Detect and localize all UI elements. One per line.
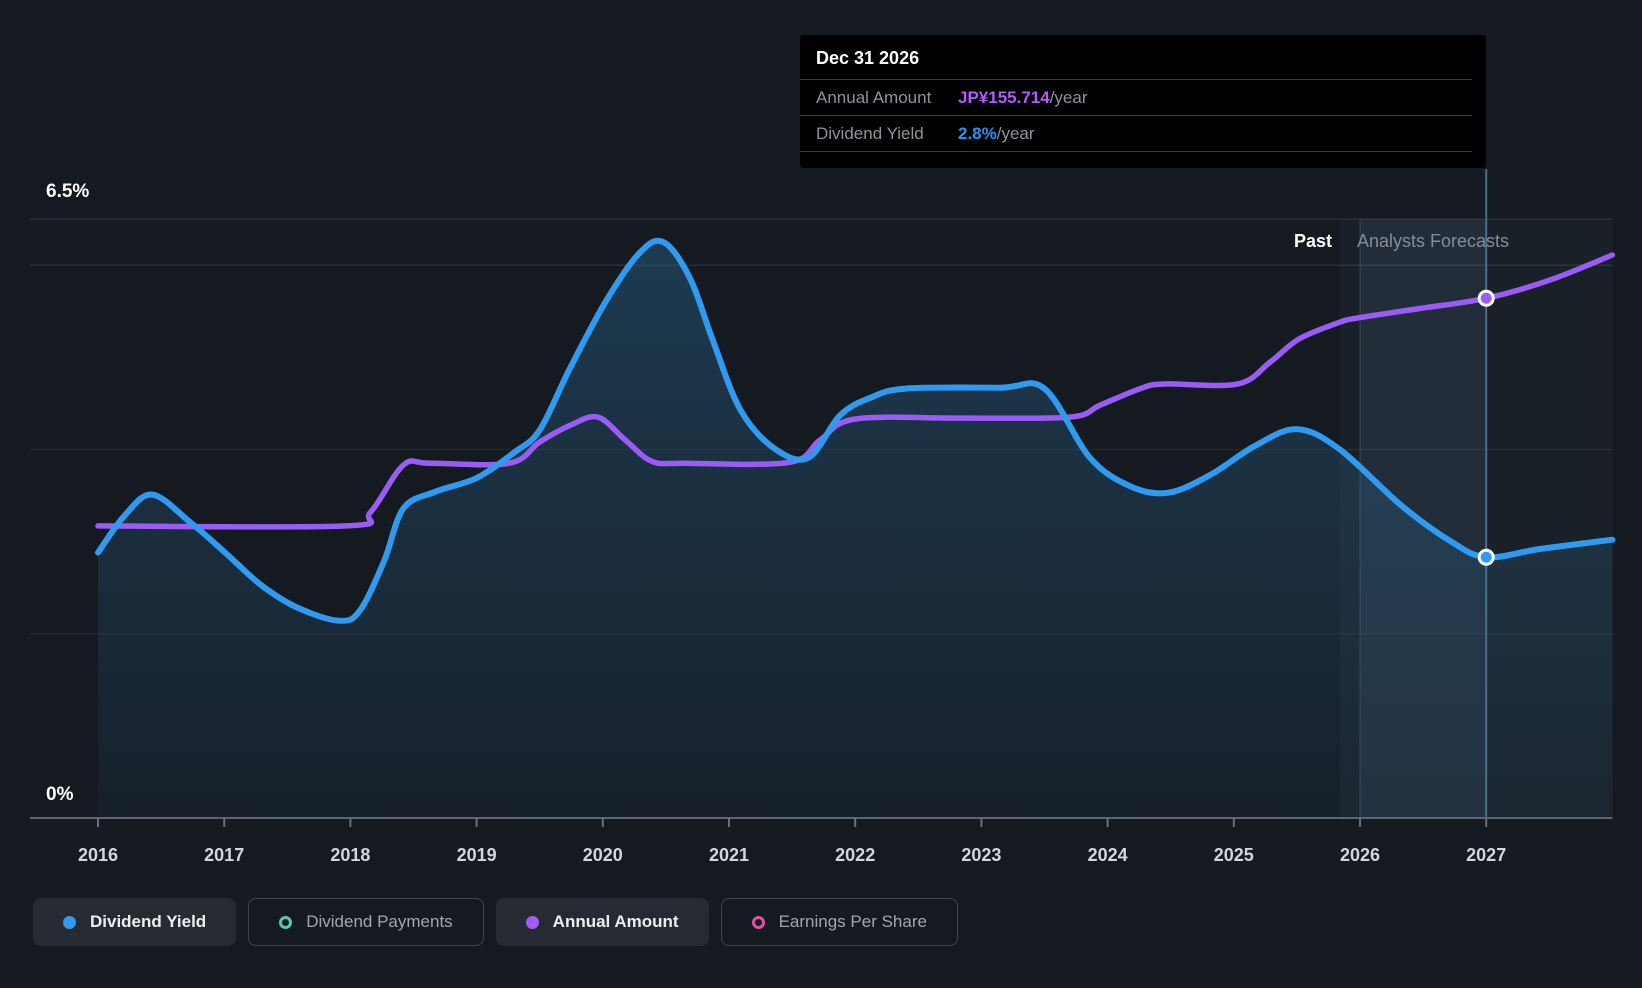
x-tick-label: 2017 (204, 845, 245, 865)
x-tick-label: 2021 (708, 845, 750, 865)
x-tick-label: 2027 (1466, 845, 1507, 865)
annual-amount-line (95, 252, 1616, 530)
dividend-yield-area-fill (98, 240, 1613, 819)
x-tick-label: 2019 (456, 845, 497, 865)
dividend-payments-ring-icon (279, 915, 293, 929)
hover-tooltip: Dec 31 2026 Annual Amount JP¥155.714/yea… (800, 35, 1486, 168)
x-tick-label: 2022 (835, 845, 876, 865)
legend-label: Earnings Per Share (778, 912, 927, 931)
dividend-yield-line (95, 237, 1616, 624)
tooltip-date-title: Dec 31 2026 (816, 48, 920, 68)
legend-label: Annual Amount (552, 912, 679, 931)
tooltip-label: Dividend Yield (816, 123, 924, 143)
earnings-per-share-ring-icon (751, 915, 765, 929)
tooltip-value-suffix: /year (1049, 87, 1088, 107)
tooltip-value-suffix: /year (996, 123, 1035, 143)
annual-amount-dot-icon (525, 915, 539, 929)
tooltip-bottom-padding (800, 151, 1472, 168)
x-tick-label: 2024 (1087, 845, 1128, 865)
legend-toggle-dividend-payments[interactable]: Dividend Payments (248, 898, 484, 946)
tooltip-value: 2.8% (958, 123, 997, 143)
legend-toggle-dividend-yield[interactable]: Dividend Yield (33, 898, 237, 946)
x-tick-label: 2020 (582, 845, 623, 865)
hover-marker-dividend-yield (1477, 548, 1495, 566)
legend-label: Dividend Payments (306, 912, 453, 931)
legend-toggle-earnings-per-share[interactable]: Earnings Per Share (720, 898, 958, 946)
tooltip-value: JP¥155.714 (958, 87, 1050, 107)
x-tick-label: 2023 (961, 845, 1002, 865)
legend-toggle-annual-amount[interactable]: Annual Amount (495, 898, 709, 946)
x-tick-label: 2026 (1339, 845, 1381, 865)
analysts-forecasts-region-label: Analysts Forecasts (1357, 231, 1510, 251)
x-tick-label: 2025 (1213, 845, 1254, 865)
tooltip-row-annual-amount: Annual Amount JP¥155.714/year (800, 79, 1472, 115)
y-axis-max-label: 6.5% (46, 181, 90, 202)
x-tick-label: 2016 (77, 845, 119, 865)
x-tick-label: 2018 (330, 845, 371, 865)
tooltip-row-dividend-yield: Dividend Yield 2.8%/year (800, 115, 1472, 151)
past-region-label: Past (1293, 231, 1332, 251)
dividend-yield-dot-icon (63, 915, 76, 929)
legend-label: Dividend Yield (90, 912, 207, 931)
y-axis-min-label: 0% (46, 784, 74, 805)
chart-legend: Dividend Yield Dividend Payments Annual … (33, 898, 958, 946)
hover-marker-annual-amount (1477, 289, 1495, 307)
tooltip-label: Annual Amount (816, 87, 932, 107)
